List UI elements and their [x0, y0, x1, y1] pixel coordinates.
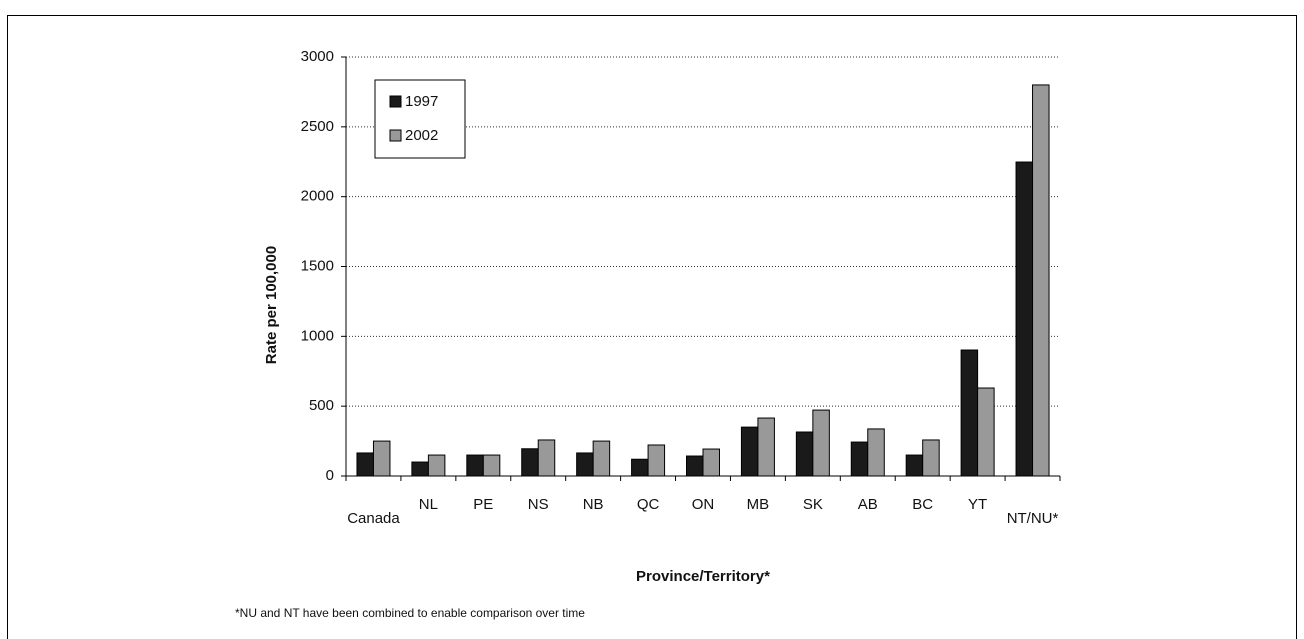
- x-tick-label: NL: [419, 496, 438, 513]
- y-tick-label: 1500: [301, 257, 334, 274]
- bar: [482, 454, 501, 477]
- bar: [960, 349, 979, 477]
- y-tick-label: 2500: [301, 118, 334, 135]
- bar: [521, 448, 539, 477]
- bar: [576, 452, 594, 477]
- y-tick-label: 500: [309, 397, 334, 414]
- x-tick-label: NS: [528, 496, 549, 513]
- x-tick-label: Canada: [347, 510, 400, 527]
- bar: [702, 448, 720, 477]
- x-tick-label: PE: [473, 496, 493, 513]
- bar: [977, 387, 995, 477]
- bar: [812, 409, 830, 477]
- legend-label: 2002: [405, 127, 438, 144]
- legend-swatch: [389, 95, 402, 108]
- legend-label: 1997: [405, 93, 438, 110]
- bar: [537, 439, 556, 477]
- x-tick-label: NT/NU*: [1007, 510, 1059, 527]
- y-tick-label: 3000: [301, 48, 334, 65]
- bar: [740, 426, 759, 477]
- bar: [372, 440, 391, 477]
- legend-box: [374, 79, 466, 159]
- x-tick-label: SK: [803, 496, 823, 513]
- bar: [795, 431, 814, 477]
- bar: [427, 454, 446, 477]
- bar: [905, 454, 924, 477]
- y-tick-label: 2000: [301, 188, 334, 205]
- bar: [647, 444, 666, 477]
- bar: [592, 440, 611, 477]
- bar: [757, 417, 775, 477]
- x-tick-label: MB: [747, 496, 770, 513]
- bar: [356, 452, 374, 477]
- y-tick-label: 1000: [301, 327, 334, 344]
- bar: [686, 455, 704, 477]
- x-tick-label: ON: [692, 496, 715, 513]
- bar: [631, 458, 649, 477]
- frame: [7, 15, 1297, 639]
- bar: [1015, 161, 1034, 477]
- y-tick-label: 0: [326, 467, 334, 484]
- bar: [466, 454, 484, 477]
- footnote: *NU and NT have been combined to enable …: [235, 606, 585, 620]
- x-tick-label: NB: [583, 496, 604, 513]
- bar: [850, 441, 869, 477]
- x-axis-label: Province/Territory*: [636, 568, 770, 585]
- bar: [867, 428, 885, 477]
- bar: [411, 461, 429, 477]
- x-tick-label: YT: [968, 496, 987, 513]
- legend-swatch: [389, 129, 402, 142]
- x-tick-label: QC: [637, 496, 660, 513]
- x-tick-label: AB: [858, 496, 878, 513]
- y-axis-label: Rate per 100,000: [263, 246, 280, 364]
- x-tick-label: BC: [912, 496, 933, 513]
- bar: [1032, 84, 1050, 477]
- bar: [922, 439, 940, 477]
